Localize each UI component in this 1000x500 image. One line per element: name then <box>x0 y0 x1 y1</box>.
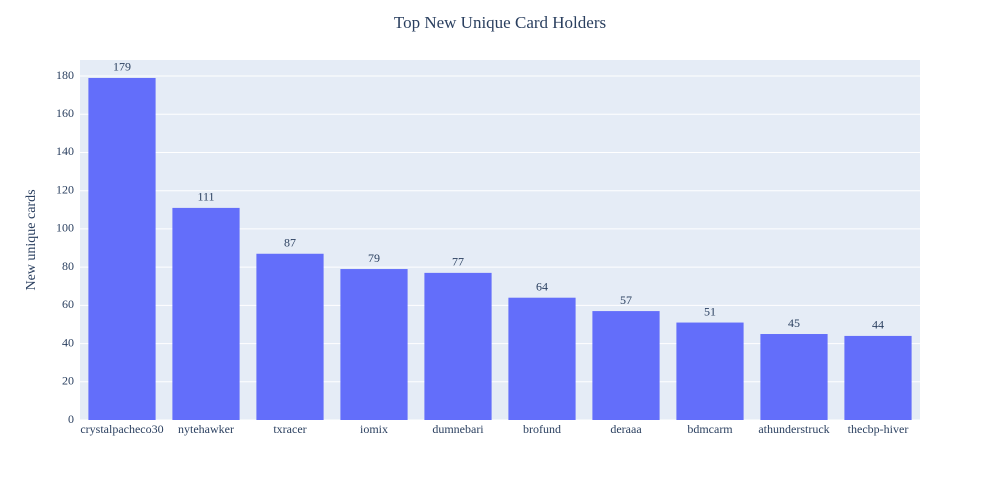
y-tick-label: 120 <box>56 182 74 196</box>
y-axis-label: New unique cards <box>24 189 39 290</box>
bar <box>508 297 576 420</box>
value-label: 111 <box>197 190 214 204</box>
bar <box>844 335 912 420</box>
value-label: 77 <box>452 255 464 269</box>
x-tick-label: dumnebari <box>432 422 484 436</box>
y-tick-label: 80 <box>62 259 74 273</box>
x-tick-label: crystalpacheco30 <box>80 422 163 436</box>
value-label: 79 <box>368 251 380 265</box>
bar <box>592 311 660 420</box>
x-tick-label: bdmcarm <box>687 422 733 436</box>
bar <box>424 272 492 420</box>
x-tick-label: athunderstruck <box>758 422 829 436</box>
bar <box>172 207 240 420</box>
bar <box>340 269 408 420</box>
value-label: 179 <box>113 60 131 74</box>
y-tick-label: 140 <box>56 144 74 158</box>
value-label: 44 <box>872 318 884 332</box>
bar <box>760 334 828 420</box>
value-label: 45 <box>788 316 800 330</box>
value-label: 57 <box>620 293 632 307</box>
x-tick-label: txracer <box>273 422 306 436</box>
chart-title: Top New Unique Card Holders <box>394 13 606 32</box>
bar <box>676 322 744 420</box>
y-tick-label: 40 <box>62 335 74 349</box>
y-tick-label: 60 <box>62 297 74 311</box>
bar <box>88 77 156 420</box>
y-tick-label: 180 <box>56 68 74 82</box>
y-tick-label: 20 <box>62 374 74 388</box>
x-tick-label: iomix <box>360 422 388 436</box>
value-label: 64 <box>536 279 548 293</box>
value-label: 87 <box>284 236 296 250</box>
y-tick-label: 100 <box>56 221 74 235</box>
x-tick-label: nytehawker <box>178 422 234 436</box>
x-tick-label: deraaa <box>610 422 642 436</box>
x-tick-label: thecbp-hiver <box>848 422 909 436</box>
bar <box>256 253 324 420</box>
value-label: 51 <box>704 304 716 318</box>
x-tick-label: brofund <box>523 422 561 436</box>
y-tick-label: 0 <box>68 412 74 426</box>
y-tick-label: 160 <box>56 106 74 120</box>
